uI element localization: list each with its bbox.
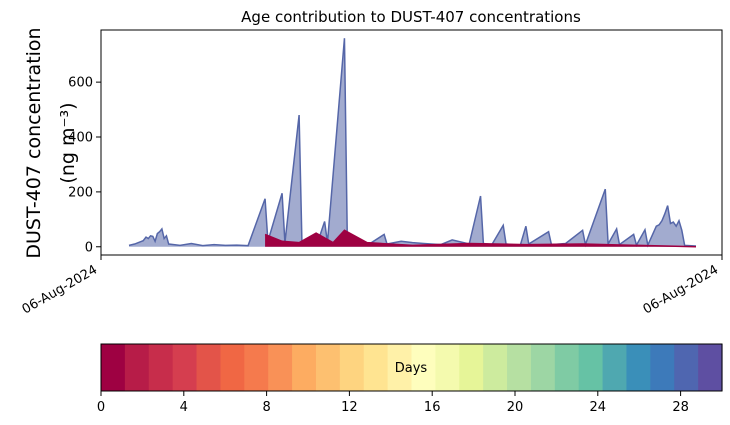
colorbar-swatch <box>578 344 604 391</box>
colorbar-tick-label: 20 <box>507 400 524 415</box>
series-line <box>128 38 697 248</box>
colorbar-swatch <box>196 344 222 391</box>
series-area <box>265 230 696 247</box>
colorbar-swatch <box>602 344 628 391</box>
y-axis-label-line2: (ng m⁻³) <box>57 102 79 183</box>
y-tick-label: 400 <box>68 131 93 146</box>
series-area <box>129 38 696 247</box>
colorbar-swatch <box>650 344 675 391</box>
x-ticks: 06-Aug-2024 06-Aug-2024 <box>20 255 723 318</box>
y-tick-label: 600 <box>68 76 93 91</box>
colorbar-swatch <box>459 344 484 391</box>
colorbar-swatches <box>101 344 723 391</box>
colorbar-swatch <box>244 344 269 391</box>
colorbar: Days 0 4 8 12 16 20 24 28 <box>97 343 723 415</box>
colorbar-swatch <box>698 344 723 391</box>
colorbar-frame <box>100 343 723 392</box>
y-axis-label-line1: DUST-407 concentration <box>23 27 45 258</box>
colorbar-swatch <box>387 344 413 391</box>
colorbar-tick-label: 24 <box>590 400 607 415</box>
colorbar-swatch <box>315 344 341 391</box>
colorbar-tick-label: 28 <box>672 400 689 415</box>
colorbar-label: Days <box>395 361 428 376</box>
colorbar-tick-label: 0 <box>97 400 105 415</box>
colorbar-swatch <box>411 344 436 391</box>
colorbar-ticks: 0 4 8 12 16 20 24 28 <box>97 391 689 415</box>
x-tick-label: 06-Aug-2024 <box>641 262 721 317</box>
colorbar-swatch <box>220 344 245 391</box>
colorbar-swatch <box>101 344 126 391</box>
x-tick-label: 06-Aug-2024 <box>20 262 100 317</box>
series-layer <box>128 38 697 248</box>
colorbar-swatch <box>507 344 532 391</box>
y-axis-label: DUST-407 concentration (ng m⁻³) <box>23 27 79 258</box>
colorbar-tick-label: 16 <box>424 400 441 415</box>
colorbar-swatch <box>674 344 699 391</box>
colorbar-swatch <box>148 344 174 391</box>
series-line <box>264 229 697 248</box>
y-tick-label: 200 <box>68 185 93 200</box>
colorbar-tick-label: 4 <box>180 400 188 415</box>
colorbar-tick-label: 12 <box>341 400 358 415</box>
colorbar-swatch <box>626 344 651 391</box>
colorbar-swatch <box>339 344 365 391</box>
plot-area: 0 200 400 600 06-Aug-2024 06-Aug-2024 <box>20 29 723 318</box>
y-ticks: 0 200 400 600 <box>68 76 101 255</box>
colorbar-swatch <box>530 344 556 391</box>
colorbar-swatch <box>435 344 460 391</box>
colorbar-swatch <box>292 344 317 391</box>
plot-frame <box>100 29 723 256</box>
colorbar-swatch <box>124 344 150 391</box>
colorbar-swatch <box>554 344 580 391</box>
chart-title: Age contribution to DUST-407 concentrati… <box>241 8 581 26</box>
colorbar-swatch <box>483 344 508 391</box>
colorbar-tick-label: 8 <box>262 400 270 415</box>
colorbar-swatch <box>363 344 389 391</box>
colorbar-swatch <box>268 344 293 391</box>
colorbar-swatch <box>172 344 198 391</box>
y-tick-label: 0 <box>85 240 93 255</box>
